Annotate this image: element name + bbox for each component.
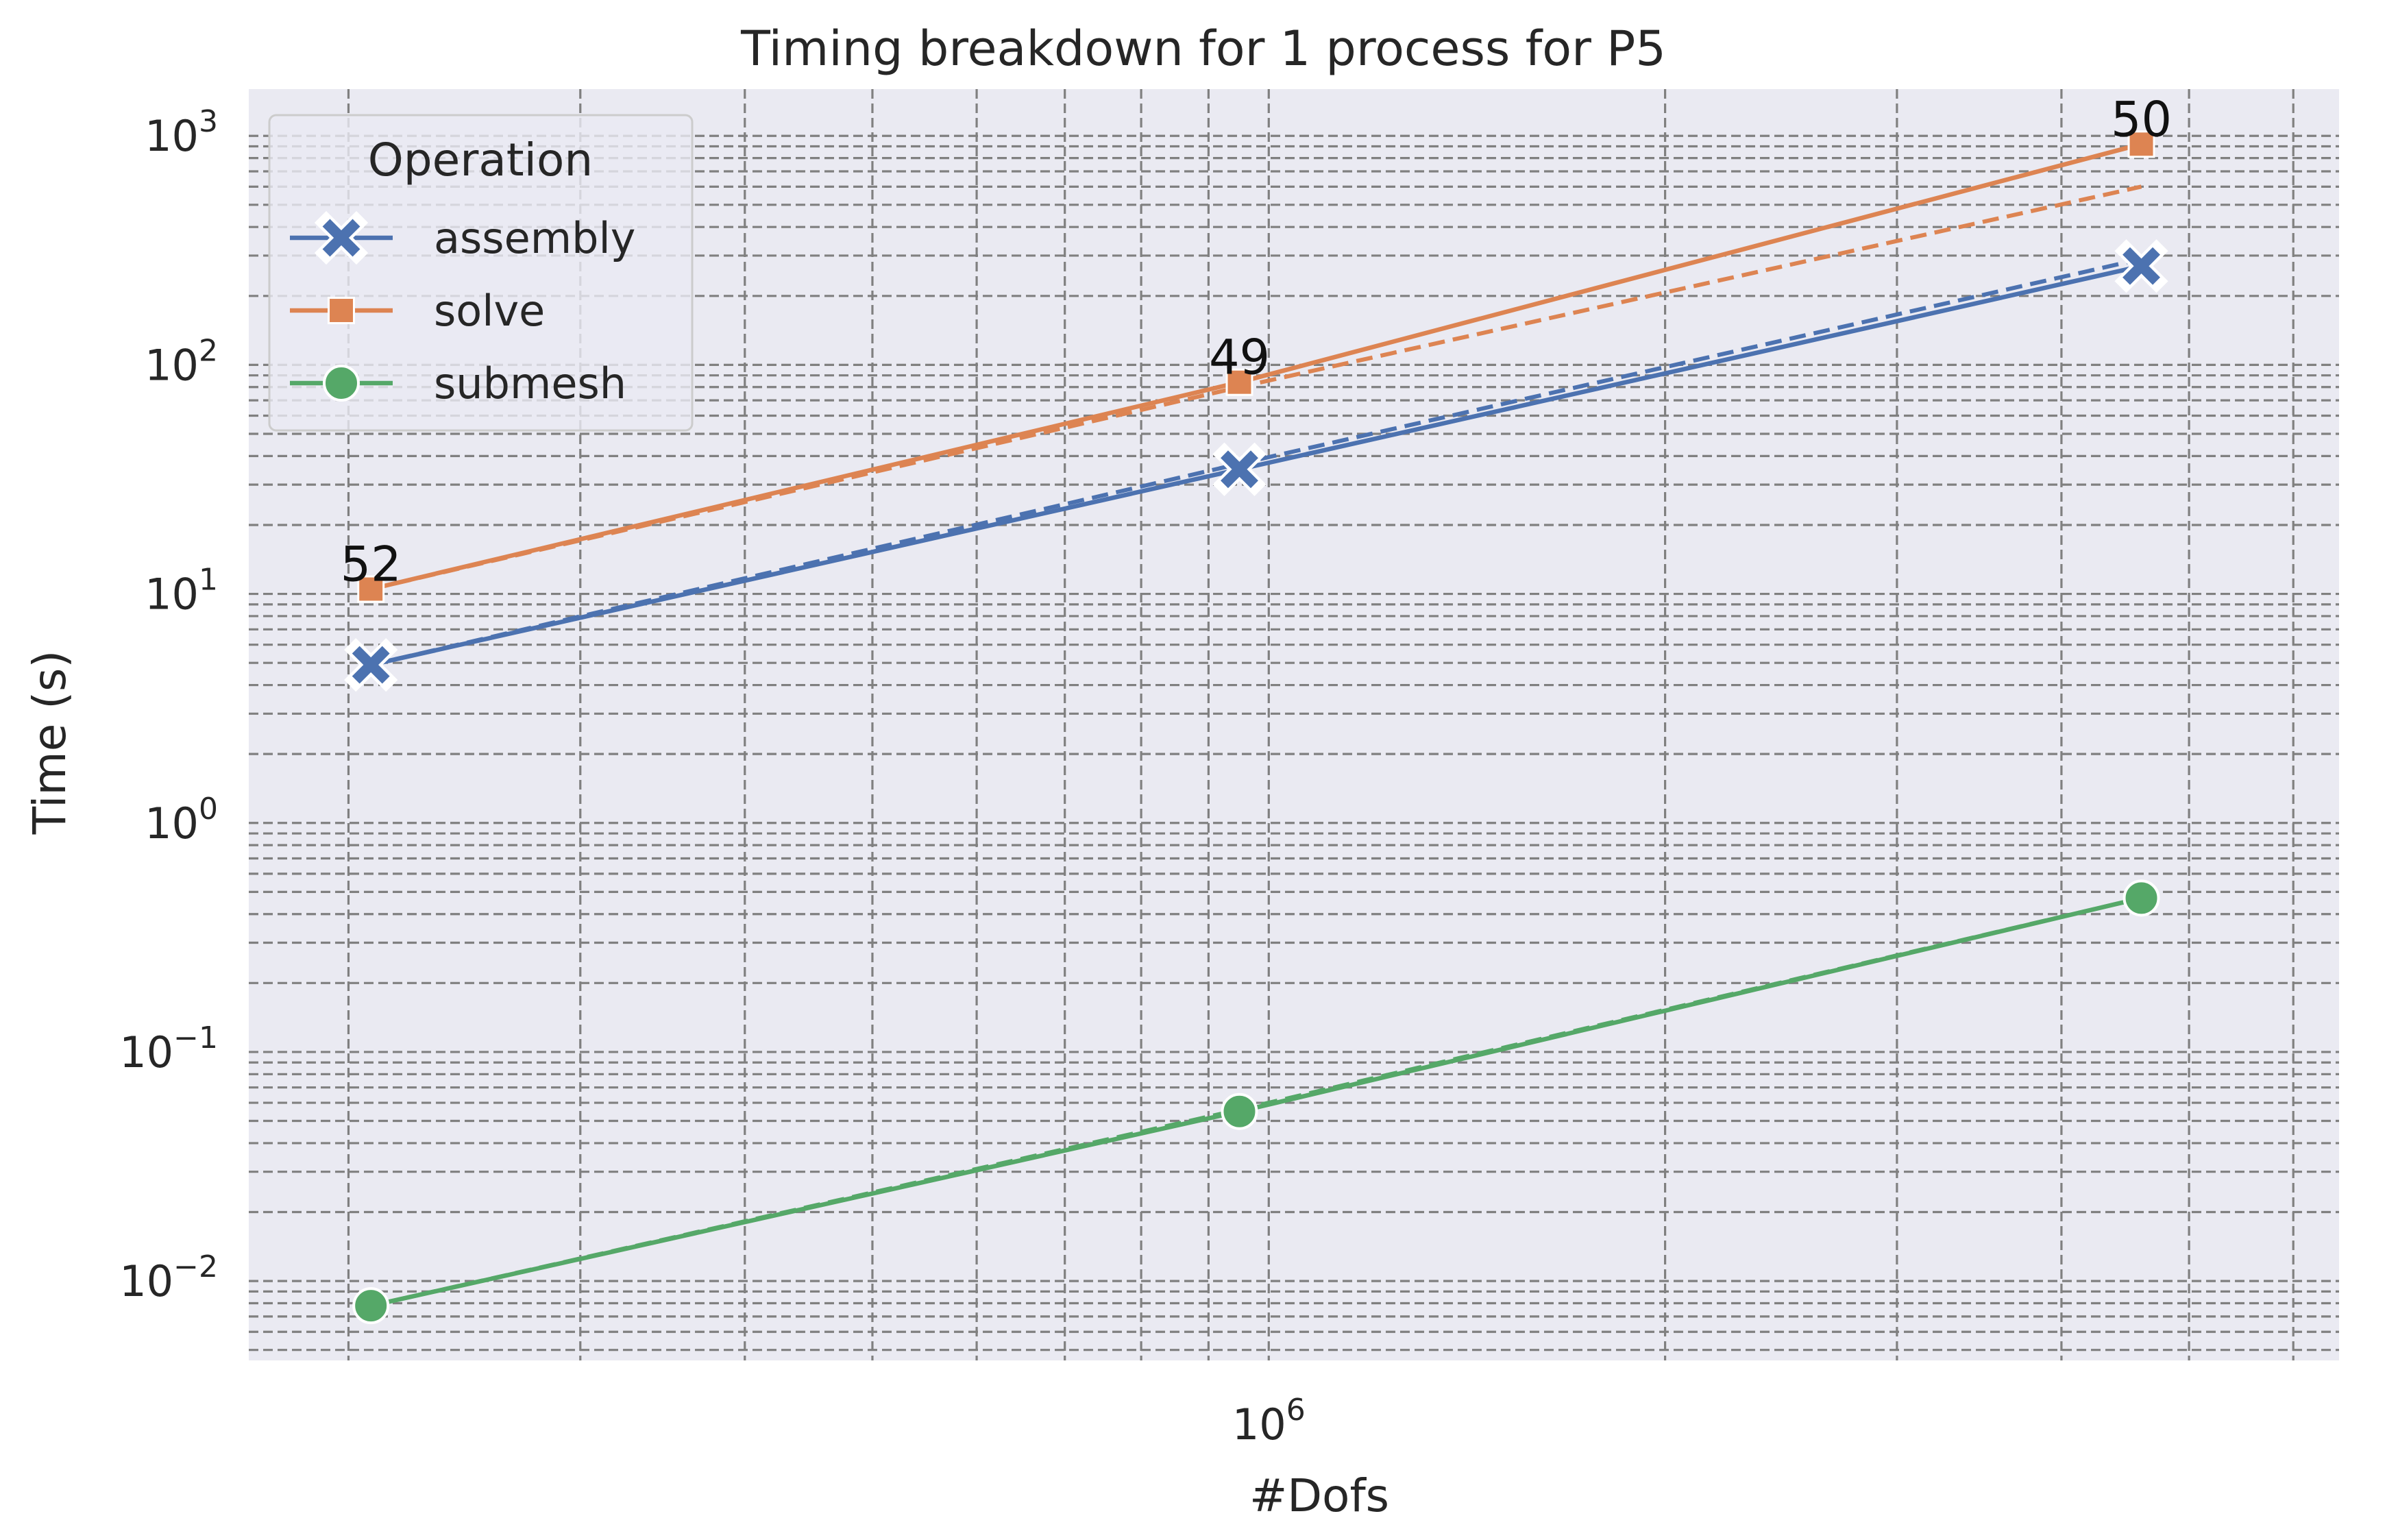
data-point-solve <box>357 575 385 603</box>
data-point-solve <box>1225 368 1253 396</box>
x-tick-label: 106 <box>1232 1393 1306 1450</box>
data-point-submesh <box>1221 1092 1258 1130</box>
legend-marker-assembly <box>314 210 369 265</box>
legend-items: assembly solve submesh <box>290 210 635 408</box>
y-tick-label: 101 <box>145 563 218 620</box>
y-axis-label: Time (s) <box>23 650 76 835</box>
y-tick-label: 102 <box>145 333 218 390</box>
legend-label-assembly: assembly <box>434 213 635 263</box>
tick-labels: 10−2 10−1 100 101 102 103 106 <box>119 104 1306 1450</box>
iteration-count-label: 52 <box>341 536 402 592</box>
data-point-assembly <box>1212 442 1267 496</box>
iteration-count-label: 49 <box>1209 330 1270 386</box>
grid <box>249 89 2339 1360</box>
y-tick-label: 103 <box>145 104 218 161</box>
legend-label-solve: solve <box>434 286 545 336</box>
data-point-submesh <box>352 1287 390 1325</box>
data-point-solve <box>2127 130 2155 158</box>
y-tick-label: 10−2 <box>119 1249 218 1306</box>
legend: Operation assembly solve submesh <box>268 114 694 432</box>
data-point-assembly <box>344 637 398 692</box>
legend-marker-solve <box>328 297 355 324</box>
annotations: 52 49 50 <box>341 91 2172 592</box>
data-point-assembly <box>2114 239 2168 293</box>
y-tick-label: 10−1 <box>119 1020 218 1077</box>
y-tick-label: 100 <box>145 792 218 848</box>
legend-box <box>268 114 694 432</box>
x-axis-label: #Dofs <box>1249 1469 1389 1522</box>
chart-title: Timing breakdown for 1 process for P5 <box>740 21 1666 77</box>
iteration-count-label: 50 <box>2111 91 2172 147</box>
legend-label-submesh: submesh <box>434 358 626 408</box>
data-point-submesh <box>2122 879 2160 917</box>
legend-title: Operation <box>368 134 593 186</box>
series-markers <box>344 130 2168 1325</box>
legend-marker-submesh <box>323 365 360 402</box>
